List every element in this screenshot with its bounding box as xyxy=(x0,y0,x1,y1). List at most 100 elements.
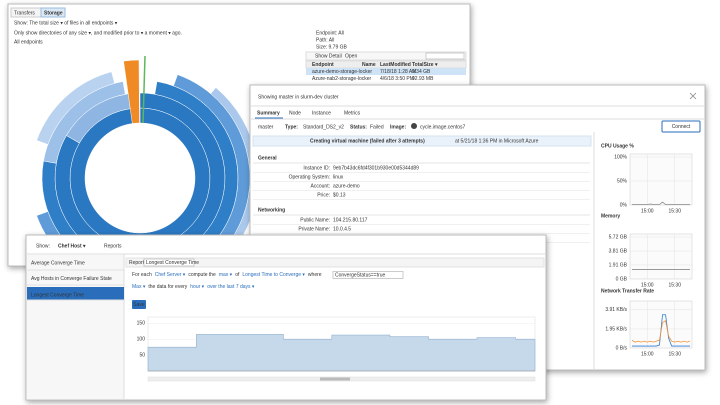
tab-label[interactable]: Node xyxy=(289,110,301,116)
status: Failed xyxy=(370,124,384,130)
tab-active[interactable] xyxy=(40,7,66,18)
field-label: Operating System: xyxy=(289,174,330,180)
query-part: compute the xyxy=(188,272,216,278)
x-tick-label: 15:00 xyxy=(641,208,654,214)
nav-item[interactable]: Longest Converge Time xyxy=(31,292,84,298)
sunburst-segment xyxy=(123,59,140,124)
sunburst-marker xyxy=(142,55,146,124)
table-cell: azure-demo-storage-locker xyxy=(312,69,372,75)
section-heading: General xyxy=(258,155,277,161)
button[interactable]: Open xyxy=(345,53,357,59)
column-header: LastModified xyxy=(380,62,411,68)
button[interactable]: Show Detail xyxy=(315,53,342,59)
os-icon xyxy=(411,123,417,129)
x-tick-label: 15:00 xyxy=(641,351,654,357)
label: Image: xyxy=(390,124,406,130)
y-tick-label: 0 B/s xyxy=(616,345,628,351)
x-tick-label: 15:30 xyxy=(668,282,681,288)
query-part: For each xyxy=(132,272,152,278)
condition-input[interactable] xyxy=(332,271,404,279)
search-box[interactable] xyxy=(425,52,465,60)
close-button[interactable] xyxy=(689,92,697,100)
y-tick-label: 5.72 GB xyxy=(609,234,628,240)
reports-window: Show: Chef Host ▾ Reports Average Converge … xyxy=(25,234,547,401)
sunburst-center xyxy=(86,124,194,232)
scroll-thumb[interactable] xyxy=(320,377,350,381)
table-cell: Azure-nab2-storage-locker xyxy=(312,76,372,82)
filter-line: Only show directories of any size ▾, and… xyxy=(14,30,182,36)
field-label: Private Name: xyxy=(298,226,330,232)
condition[interactable]: ConvergeStatus==true xyxy=(335,272,386,278)
y-tick-label: 100% xyxy=(614,154,627,160)
table-cell: 7/18/18 1:28 AM xyxy=(380,69,416,75)
nav-panel xyxy=(27,255,124,399)
summary: Size: 9.79 GB xyxy=(316,44,348,50)
node-name: master xyxy=(258,124,274,130)
host-selector[interactable]: Chef Host ▾ xyxy=(58,243,86,249)
row-selected xyxy=(306,68,466,75)
section-heading: Networking xyxy=(258,207,285,213)
field-value: 10.0.4.5 xyxy=(333,226,351,232)
field-value: azure-demo xyxy=(333,183,360,189)
query-part[interactable]: max ▾ xyxy=(219,272,233,278)
query-line: Max ▾ the data for every hour ▾ over the la… xyxy=(132,284,255,290)
table-cell: 92.93 MB xyxy=(412,76,434,82)
nav-item[interactable]: Average Converge Time xyxy=(31,260,85,266)
connect-button[interactable] xyxy=(661,120,701,133)
x-tick-label: 15:30 xyxy=(668,208,681,214)
query-part[interactable]: Chef Server ▾ xyxy=(155,272,186,278)
banner xyxy=(252,135,592,147)
field-value: 104.215.80.117 xyxy=(333,217,368,223)
tab-label[interactable]: Transfers xyxy=(14,10,35,16)
y-tick-label: 1.91 GB xyxy=(609,262,628,268)
query-part[interactable]: over the last 7 days ▾ xyxy=(207,284,255,290)
report-name[interactable]: Longest Converge Time xyxy=(146,260,199,266)
field-value: linux xyxy=(333,174,344,180)
tab-label[interactable]: Storage xyxy=(44,10,63,16)
report-label: Report xyxy=(129,260,145,266)
button-label[interactable]: Save xyxy=(133,302,145,308)
summary: Endpoint: All xyxy=(316,30,344,36)
table-cell: 4/6/18 3:50 PM xyxy=(380,76,414,82)
x-tick-label: 15:30 xyxy=(668,351,681,357)
banner-text: Creating virtual machine (failed after 3… xyxy=(310,138,425,144)
series-line xyxy=(632,201,690,205)
tab-label[interactable]: Summary xyxy=(257,110,280,116)
show-line: Show: The total size ▾ of files in all e… xyxy=(14,20,118,26)
query-part[interactable]: Longest Time to Converge ▾ xyxy=(242,272,305,278)
area xyxy=(147,334,536,372)
save-button[interactable] xyxy=(132,300,146,309)
plot-area xyxy=(629,300,693,349)
y-tick-label: 0 GB xyxy=(616,276,628,282)
scope-link[interactable]: All endpoints xyxy=(14,39,43,45)
button-label[interactable]: Connect xyxy=(672,124,691,130)
query-part: of xyxy=(235,272,240,278)
y-tick-label: 3.81 GB xyxy=(609,248,628,254)
y-tick-label: 150 xyxy=(137,321,146,327)
query-part: the data for every xyxy=(148,284,187,290)
field-value: $0.13 xyxy=(333,192,346,198)
field-label: Price: xyxy=(317,192,330,198)
tab-label[interactable]: Instance xyxy=(312,110,331,116)
query-part[interactable]: Max ▾ xyxy=(132,284,146,290)
chart-title: Memory xyxy=(601,213,620,219)
field-label: Account: xyxy=(311,183,330,189)
report-bar xyxy=(125,257,545,268)
chart-title: Network Transfer Rate xyxy=(601,288,654,294)
tab-label[interactable]: Metrics xyxy=(344,110,361,116)
query-part[interactable]: hour ▾ xyxy=(190,284,204,290)
nav-item[interactable]: Avg Hosts in Converge Failure State xyxy=(31,276,112,282)
y-tick-label: 50% xyxy=(617,178,628,184)
plot-area xyxy=(629,233,693,280)
column-header: Endpoint xyxy=(312,62,334,68)
chart-title: CPU Usage % xyxy=(601,143,634,149)
toolbar xyxy=(305,51,467,61)
label: Status: xyxy=(350,124,367,130)
reports-label: Reports xyxy=(104,243,122,249)
report-input[interactable] xyxy=(143,258,195,267)
field-value: 9eb7b43dc6fd4f301b930e00d5344d89 xyxy=(333,165,419,171)
nav-selected xyxy=(27,287,124,300)
y-tick-label: 100 xyxy=(137,337,146,343)
